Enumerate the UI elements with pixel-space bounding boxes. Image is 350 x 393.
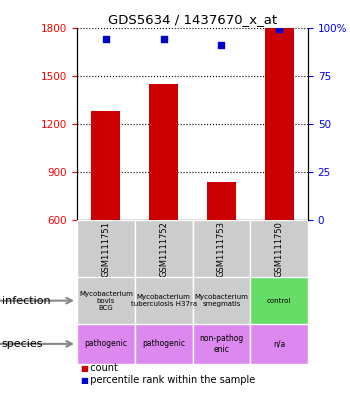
Point [161,36,167,42]
Bar [135,324,192,364]
Bar [250,324,308,364]
Bar [265,28,294,220]
Point [218,42,224,48]
Bar [193,277,250,324]
Text: pathogenic: pathogenic [84,340,127,348]
Bar [77,324,135,364]
Point [276,26,282,33]
Bar [250,220,308,277]
Text: pathogenic: pathogenic [142,340,185,348]
Bar [250,277,308,324]
Text: percentile rank within the sample: percentile rank within the sample [84,375,255,385]
Title: GDS5634 / 1437670_x_at: GDS5634 / 1437670_x_at [108,13,277,26]
Text: ■: ■ [80,364,88,373]
Bar [77,277,135,324]
Text: ■: ■ [80,376,88,385]
Bar [193,220,250,277]
Text: Mycobacterium
smegmatis: Mycobacterium smegmatis [195,294,248,307]
Bar [77,220,135,277]
Text: GSM1111751: GSM1111751 [102,220,110,277]
Text: Mycobacterium
tuberculosis H37ra: Mycobacterium tuberculosis H37ra [131,294,197,307]
Text: GSM1111753: GSM1111753 [217,220,226,277]
Bar [135,277,192,324]
Text: Mycobacterium
bovis
BCG: Mycobacterium bovis BCG [79,291,133,310]
Text: GSM1111752: GSM1111752 [159,220,168,277]
Bar [91,111,120,220]
Text: non-pathog
enic: non-pathog enic [199,334,244,354]
Point [103,36,108,42]
Bar [135,220,192,277]
Text: species: species [2,339,43,349]
Bar [207,182,236,220]
Text: GSM1111750: GSM1111750 [275,220,284,277]
Text: count: count [84,364,118,373]
Bar [149,84,178,220]
Text: infection: infection [2,296,50,306]
Text: n/a: n/a [273,340,285,348]
Text: control: control [267,298,291,304]
Bar [193,324,250,364]
